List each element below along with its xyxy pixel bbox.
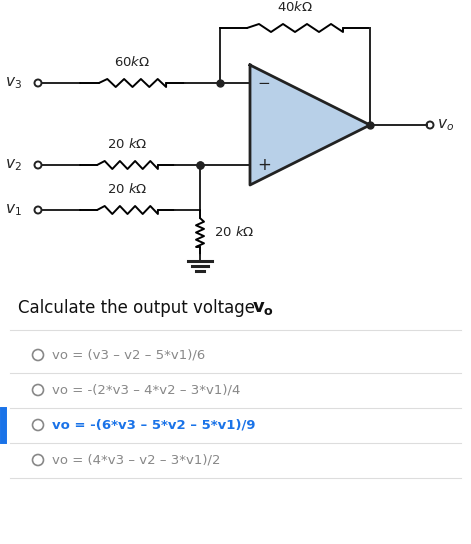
Text: $v_3$: $v_3$ [5,75,22,91]
Text: −: − [258,76,270,90]
Text: $v_1$: $v_1$ [5,202,22,218]
Text: $\mathbf{v_o}$: $\mathbf{v_o}$ [252,299,274,317]
Text: $20\ k\Omega$: $20\ k\Omega$ [107,137,148,151]
Text: $v_2$: $v_2$ [5,157,22,173]
Text: $40k\Omega$: $40k\Omega$ [277,0,313,14]
Text: Calculate the output voltage: Calculate the output voltage [18,299,260,317]
Text: vo = -(2*v3 – 4*v2 – 3*v1)/4: vo = -(2*v3 – 4*v2 – 3*v1)/4 [52,384,240,397]
Text: vo = (v3 – v2 – 5*v1)/6: vo = (v3 – v2 – 5*v1)/6 [52,349,205,362]
Polygon shape [250,65,370,185]
Text: +: + [257,156,271,174]
Text: $v_o$: $v_o$ [437,117,454,133]
Text: $60k\Omega$: $60k\Omega$ [114,55,151,69]
Text: vo = -(6*v3 – 5*v2 – 5*v1)/9: vo = -(6*v3 – 5*v2 – 5*v1)/9 [52,418,255,431]
Text: $20\ k\Omega$: $20\ k\Omega$ [107,182,148,196]
Text: vo = (4*v3 – v2 – 3*v1)/2: vo = (4*v3 – v2 – 3*v1)/2 [52,454,220,467]
Text: $20\ k\Omega$: $20\ k\Omega$ [214,226,254,239]
